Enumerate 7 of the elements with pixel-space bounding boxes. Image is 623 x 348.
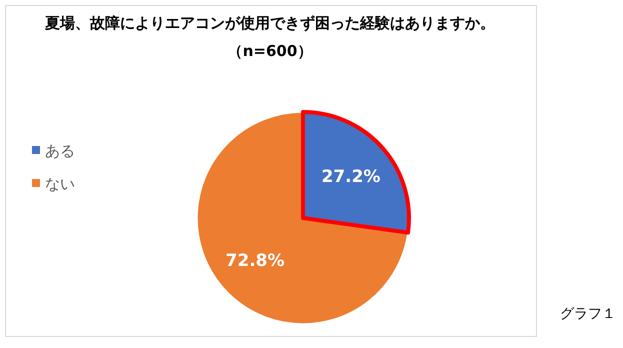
data-label: 27.2%	[321, 167, 380, 188]
chart-subtitle: （n=600）	[228, 42, 312, 60]
legend-label: ない	[45, 175, 75, 193]
chart-title: 夏場、故障によりエアコンが使用できず困った経験はありますか。	[44, 14, 495, 32]
text: グラフ１	[560, 306, 616, 322]
data-label: 72.8%	[226, 250, 285, 271]
legend-label: ある	[45, 142, 75, 160]
